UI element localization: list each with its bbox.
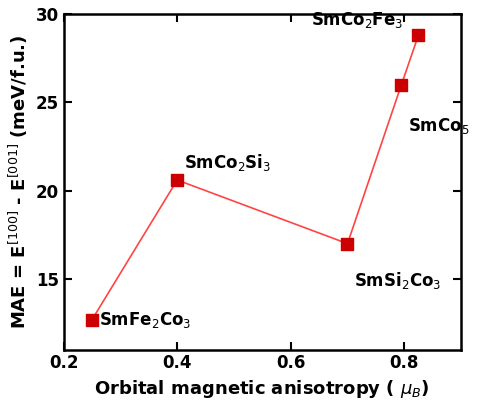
- Text: SmCo$_2$Fe$_3$: SmCo$_2$Fe$_3$: [311, 10, 403, 30]
- Point: [173, 177, 181, 183]
- Text: SmCo$_5$: SmCo$_5$: [408, 116, 470, 136]
- Point: [415, 32, 422, 38]
- X-axis label: Orbital magnetic anisotropy ( $\mu_B$): Orbital magnetic anisotropy ( $\mu_B$): [95, 378, 430, 400]
- Point: [397, 81, 405, 88]
- Text: SmSi$_2$Co$_3$: SmSi$_2$Co$_3$: [354, 270, 442, 291]
- Text: SmFe$_2$Co$_3$: SmFe$_2$Co$_3$: [99, 310, 191, 330]
- Point: [88, 316, 96, 323]
- Text: SmCo$_2$Si$_3$: SmCo$_2$Si$_3$: [184, 152, 271, 173]
- Y-axis label: MAE = E$^{[100]}$ - E$^{[001]}$ (meV/f.u.): MAE = E$^{[100]}$ - E$^{[001]}$ (meV/f.u…: [7, 35, 30, 329]
- Point: [344, 241, 351, 247]
